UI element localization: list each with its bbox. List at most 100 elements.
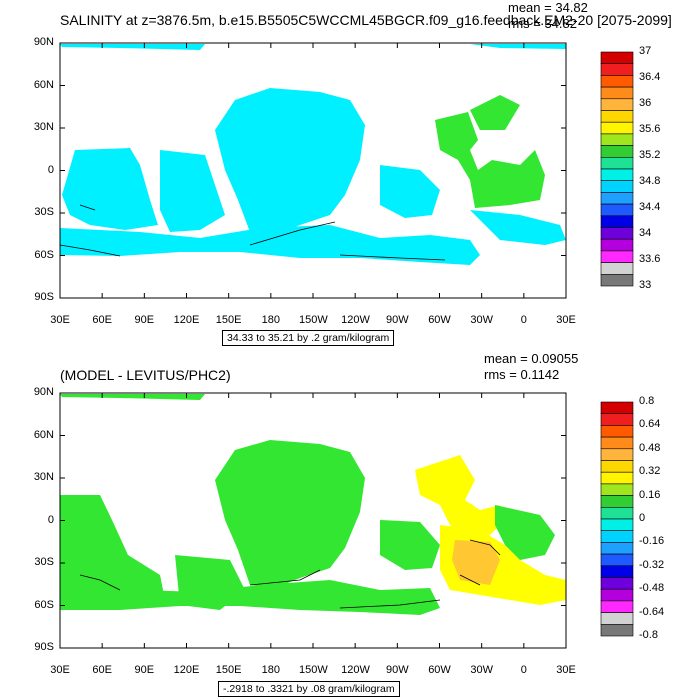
pacific-east [380, 165, 440, 218]
axis-ticks-1 [59, 42, 567, 299]
colorbar-swatch [600, 542, 634, 555]
lon-label: 90E [134, 314, 155, 326]
southern-ocean-atlantic [470, 210, 566, 245]
lon-label: 180 [261, 314, 280, 326]
map-panel-1 [59, 42, 567, 299]
lon-label: 60W [428, 664, 451, 676]
colorbar-label: 0.64 [639, 418, 661, 431]
lat-label: 60S [34, 598, 54, 611]
panel-1-rms: rms = 34.82 [508, 16, 578, 31]
colorbar-label: 34 [639, 227, 652, 239]
colorbar-label: 35.2 [639, 149, 661, 161]
colorbar-swatch [600, 86, 634, 100]
colorbar-swatch [600, 121, 634, 135]
colorbar-swatch [600, 518, 634, 531]
colorbar-swatch [600, 612, 634, 625]
lon-label: 120W [341, 314, 370, 326]
lat-label: 60S [34, 248, 54, 261]
colorbar-swatch [600, 600, 634, 613]
colorbar-swatch [600, 588, 634, 602]
colorbar-swatch [600, 553, 634, 567]
lat-label: 30N [33, 471, 54, 483]
atlantic-region [435, 112, 545, 208]
lon-label: 30W [470, 314, 493, 326]
panel-1-range: 34.33 to 35.21 by .2 gram/kilogram [222, 330, 395, 346]
pacific-region [215, 88, 365, 235]
lat-label: 90S [34, 641, 54, 653]
panel-1-mean: mean = 34.82 [508, 0, 588, 15]
colorbar-swatch [600, 506, 634, 520]
colorbar-swatch [600, 180, 634, 193]
lon-label: 30E [50, 314, 70, 326]
lon-label: 120E [173, 314, 200, 326]
lon-label: 60E [92, 314, 112, 326]
colorbar-label: -0.32 [639, 558, 665, 571]
atlantic-diff-core [452, 540, 500, 585]
panel-2-rms: rms = 0.1142 [484, 367, 560, 382]
colorbar-1 [600, 51, 634, 287]
lat-label: 30S [34, 556, 54, 568]
colorbar-swatch [600, 192, 634, 205]
southern-diff-region [60, 580, 440, 615]
map-panel-2 [59, 392, 567, 649]
atlantic-diff-north [415, 455, 505, 540]
colorbar-swatch [600, 425, 634, 438]
southern-ocean-region [60, 225, 480, 265]
lon-label: 120W [341, 664, 370, 676]
atlantic-north [470, 95, 520, 130]
lat-label: 60N [33, 428, 54, 441]
lon-label: 150E [215, 314, 242, 326]
colorbar-label: -0.16 [639, 535, 665, 548]
arctic-region-west [60, 44, 205, 50]
lon-label: 150W [299, 664, 328, 676]
lon-label: 120E [173, 664, 200, 676]
colorbar-swatch [600, 227, 634, 240]
colorbar-swatch [600, 145, 634, 158]
colorbar-label: 33 [639, 279, 652, 291]
colorbar-swatch [600, 401, 634, 414]
panel-2-mean: mean = 0.09055 [484, 351, 579, 366]
pacific-diff-region [215, 440, 365, 588]
colorbar-swatch [600, 448, 634, 461]
colorbar-label: 0.16 [639, 488, 661, 501]
lon-label: 0 [520, 314, 527, 326]
colorbar-swatch [600, 436, 634, 450]
colorbar-label: -0.8 [639, 629, 658, 641]
colorbar-2 [600, 401, 634, 637]
colorbar-swatch [600, 250, 634, 263]
colorbar-swatch [600, 273, 634, 287]
lon-label: 180 [261, 664, 280, 676]
colorbar-swatch [600, 75, 634, 88]
colorbar-swatch [600, 471, 634, 485]
colorbar-swatch [600, 168, 634, 181]
lat-label: 0 [47, 163, 54, 176]
lon-label: 150W [299, 314, 328, 326]
lon-label: 30E [50, 664, 70, 676]
lon-label: 90W [386, 664, 409, 676]
lat-label: 90S [34, 291, 54, 303]
panel-2-range: -.2918 to .3321 by .08 gram/kilogram [218, 681, 400, 697]
colorbar-swatch [600, 565, 634, 578]
colorbar-label: -0.64 [639, 605, 665, 618]
lon-label: 30E [556, 314, 576, 326]
colorbar-label: 34.8 [639, 175, 661, 187]
lat-label: 30N [33, 121, 54, 133]
colorbar-swatch [600, 483, 634, 496]
lon-label: 30W [470, 664, 493, 676]
pacific-diff-east [380, 520, 440, 570]
colorbar-label: 0 [639, 512, 646, 524]
colorbar-label: 35.6 [639, 123, 661, 135]
colorbar-label: 34.4 [639, 201, 661, 213]
salinity-field [60, 44, 566, 265]
lat-label: 0 [47, 513, 54, 526]
colorbar-swatch [600, 530, 634, 543]
indian-ocean-east [160, 150, 225, 232]
lat-label: 30S [34, 206, 54, 218]
lon-label: 60E [92, 664, 112, 676]
colorbar-swatch [600, 63, 634, 76]
colorbar-swatch [600, 51, 634, 64]
colorbar-swatch [600, 133, 634, 146]
lon-label: 60W [428, 314, 451, 326]
colorbar-label: 37 [639, 45, 652, 57]
